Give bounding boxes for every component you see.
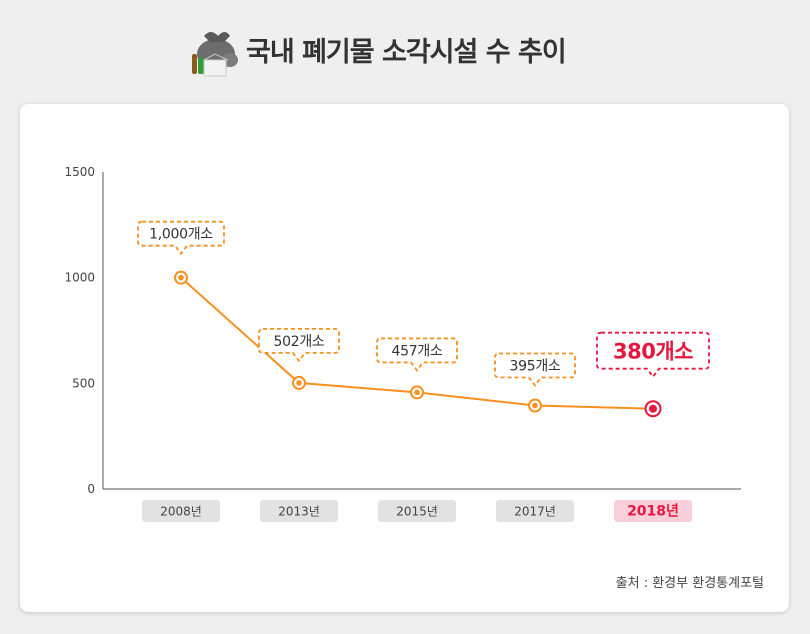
data-point-dot: [532, 402, 538, 409]
x-category-pill: [142, 500, 220, 522]
data-point-dot: [414, 389, 420, 396]
x-category-pill: [378, 500, 456, 522]
y-tick-label: 0: [87, 482, 95, 496]
data-point-dot: [178, 274, 184, 281]
data-label: 1,000개소: [149, 227, 213, 243]
data-label-box: [137, 220, 225, 256]
x-tick-label: 2017년: [514, 505, 556, 519]
data-label-box: [494, 352, 576, 388]
source-note: 출처 : 환경부 환경통계포털: [615, 576, 764, 591]
data-label-box: [258, 328, 340, 363]
y-tick-label: 1500: [64, 165, 95, 179]
x-tick-label: 2018년: [627, 504, 679, 520]
x-tick-label: 2015년: [396, 505, 438, 519]
data-point-dot: [296, 380, 302, 386]
data-label: 457개소: [392, 343, 443, 359]
page-title: 국내 폐기물 소각시설 수 추이: [246, 37, 567, 68]
header: 국내 폐기물 소각시설 수 추이: [0, 0, 810, 100]
x-category-pill: [496, 500, 574, 522]
x-category-pill: [260, 500, 338, 522]
x-category-pill: [614, 500, 692, 522]
data-label-box: [596, 331, 710, 379]
data-point-dot: [649, 404, 657, 413]
y-tick-label: 1000: [64, 271, 95, 285]
data-label: 395개소: [510, 359, 561, 375]
data-label-box: [376, 337, 458, 372]
data-label: 380개소: [613, 339, 693, 363]
x-tick-label: 2008년: [160, 505, 202, 519]
y-tick-label: 500: [72, 376, 95, 390]
x-tick-label: 2013년: [278, 505, 320, 519]
trash-bag-icon: [192, 32, 238, 77]
data-label: 502개소: [274, 334, 325, 350]
